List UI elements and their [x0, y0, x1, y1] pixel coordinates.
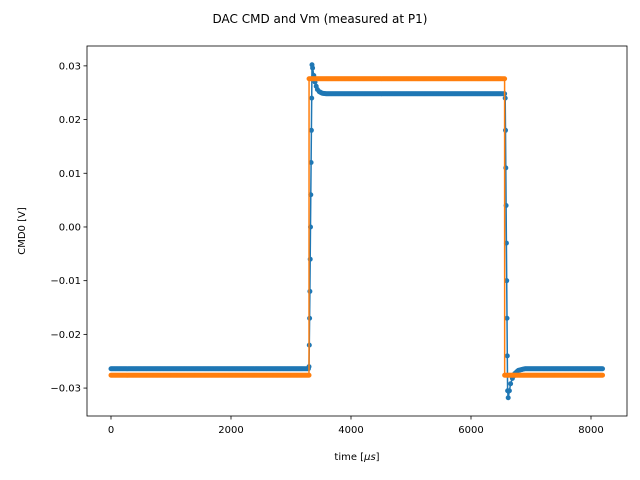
y-tick-label: −0.01 — [50, 276, 81, 287]
series-0-point — [307, 288, 313, 294]
series-0-point — [308, 160, 314, 166]
x-tick-label: 4000 — [338, 425, 363, 436]
series-0-point — [508, 381, 514, 387]
series-0-point — [308, 127, 314, 133]
y-axis-ticks: −0.03 −0.02 −0.01 0.00 0.01 0.02 0.03 — [50, 61, 87, 395]
x-tick-label: 8000 — [578, 425, 603, 436]
y-tick-label: 0.00 — [59, 222, 81, 233]
x-tick-label: 0 — [108, 425, 114, 436]
x-axis-label-prefix: time [ — [334, 452, 364, 463]
x-axis-label-suffix: ] — [376, 452, 380, 463]
x-tick-label: 6000 — [458, 425, 483, 436]
x-axis-label-unit: μs — [363, 452, 376, 463]
series-0-point — [506, 388, 512, 394]
y-tick-label: 0.02 — [59, 115, 81, 126]
series-0-point — [309, 95, 315, 101]
series-1-point — [306, 372, 312, 378]
plot-area — [108, 62, 606, 401]
series-0-point — [504, 315, 510, 321]
x-axis-ticks: 0 2000 4000 6000 8000 — [108, 416, 604, 436]
series-0-point — [504, 353, 510, 359]
series-0-point — [503, 127, 508, 133]
series-0-point — [504, 278, 510, 284]
series-1-point — [600, 372, 606, 378]
series-1-line — [111, 78, 603, 376]
y-tick-label: 0.01 — [59, 169, 81, 180]
axes-frame — [86, 45, 628, 417]
series-1-point — [502, 76, 508, 82]
series-0-line — [111, 64, 603, 398]
chart-title: DAC CMD and Vm (measured at P1) — [213, 12, 428, 26]
y-axis-label: CMD0 [V] — [17, 207, 28, 255]
x-axis-label: time [μs] — [334, 452, 379, 463]
series-0-point — [600, 366, 606, 372]
y-tick-label: −0.03 — [50, 384, 81, 395]
y-tick-label: 0.03 — [59, 61, 81, 72]
series-0-point — [505, 395, 511, 401]
y-tick-label: −0.02 — [50, 330, 81, 341]
series-0-point — [310, 65, 316, 71]
x-tick-label: 2000 — [218, 425, 243, 436]
